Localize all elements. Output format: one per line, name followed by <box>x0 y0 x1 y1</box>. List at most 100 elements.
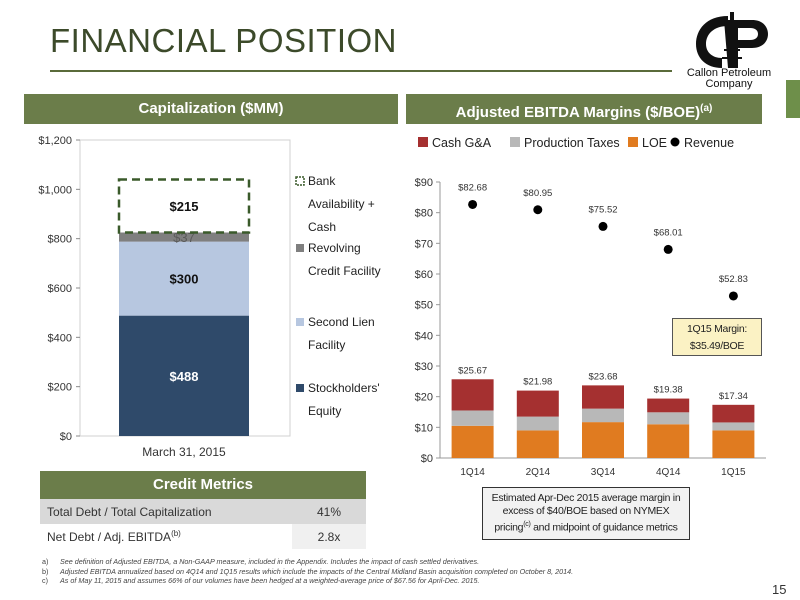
y-tick-label: $800 <box>48 234 72 246</box>
legend-label: Credit Facility <box>308 264 381 278</box>
legend-label: Bank <box>308 174 336 188</box>
y-tick-label: $60 <box>415 269 433 281</box>
credit-row-sup: (b) <box>171 529 181 538</box>
y-tick-label: $400 <box>48 332 72 344</box>
legend-label: Facility <box>308 338 345 352</box>
bar-segment <box>712 404 755 423</box>
bar-segment <box>516 390 559 417</box>
bar-segment <box>516 430 559 458</box>
bar-segment <box>119 232 249 242</box>
callon-logo <box>696 12 768 68</box>
legend-label: Equity <box>308 404 341 418</box>
cost-data-label: $21.98 <box>523 377 552 388</box>
footnote-letter: a) <box>42 557 49 566</box>
accent-bar <box>786 80 800 118</box>
revenue-point <box>663 244 673 254</box>
legend-swatch <box>296 244 304 252</box>
revenue-point <box>468 199 478 209</box>
bar-segment <box>119 241 249 316</box>
x-tick-label: March 31, 2015 <box>142 445 226 459</box>
footnote-text: As of May 11, 2015 and assumes 66% of ou… <box>60 576 480 585</box>
table-row: Total Debt / Total Capitalization 41% <box>40 499 366 524</box>
legend-label: Availability + <box>308 197 375 211</box>
margin-callout-line-2: $35.49/BOE <box>689 340 745 352</box>
legend-label: Second Lien <box>308 315 375 329</box>
capitalization-header-text: Capitalization ($MM) <box>138 100 284 117</box>
credit-metrics-table: Total Debt / Total Capitalization 41% Ne… <box>40 499 366 549</box>
bar-segment <box>451 425 494 458</box>
estimate-line-2: excess of $40/BOE based on NYMEX <box>502 505 670 517</box>
y-tick-label: $90 <box>415 177 433 189</box>
x-tick-label: 3Q14 <box>591 467 616 478</box>
bar-segment <box>582 422 624 458</box>
x-tick-label: 1Q14 <box>460 467 485 478</box>
page-number: 15 <box>772 582 787 597</box>
revenue-data-label: $82.68 <box>458 182 487 193</box>
legend-swatch <box>510 137 520 147</box>
bar-segment <box>451 379 494 411</box>
cost-data-label: $23.68 <box>588 371 617 382</box>
footnotes: a) See definition of Adjusted EBITDA, a N… <box>42 557 772 586</box>
y-tick-label: $80 <box>415 208 433 220</box>
legend-swatch <box>628 137 638 147</box>
legend-label: Cash <box>308 220 336 234</box>
y-tick-label: $0 <box>421 453 433 465</box>
footnote: c) As of May 11, 2015 and assumes 66% of … <box>42 576 772 586</box>
bar-segment <box>712 430 755 458</box>
y-tick-label: $50 <box>415 300 433 312</box>
bar-segment <box>582 385 624 409</box>
revenue-data-label: $52.83 <box>719 274 748 285</box>
estimate-line-3a: pricing <box>494 521 524 534</box>
bar-data-label: $215 <box>170 199 199 214</box>
estimate-line-3: pricing(c) and midpoint of guidance metr… <box>483 518 689 535</box>
bar-data-label: $37 <box>173 230 195 245</box>
credit-row-label: Total Debt / Total Capitalization <box>40 499 292 524</box>
revenue-point <box>728 291 738 301</box>
credit-row-label: Net Debt / Adj. EBITDA(b) <box>40 524 292 549</box>
legend-label: Cash G&A <box>432 136 492 150</box>
x-tick-label: 2Q14 <box>526 467 551 478</box>
legend-swatch <box>295 176 305 186</box>
bar-data-label: $488 <box>170 369 199 384</box>
bar-segment <box>647 412 690 425</box>
credit-row-label-text: Total Debt / Total Capitalization <box>47 505 212 519</box>
legend-swatch <box>296 318 304 326</box>
bar-segment <box>647 398 690 413</box>
footnote-letter: b) <box>42 566 49 576</box>
cost-data-label: $17.34 <box>719 391 748 402</box>
footnote-text: Adjusted EBITDA annualized based on 4Q14… <box>60 566 574 576</box>
margin-callout: 1Q15 Margin: $35.49/BOE <box>672 318 762 356</box>
y-tick-label: $1,000 <box>38 184 72 196</box>
estimate-callout: Estimated Apr-Dec 2015 average margin in… <box>482 487 690 540</box>
bar-data-label: $300 <box>170 272 199 287</box>
revenue-data-label: $68.01 <box>654 227 683 238</box>
credit-metrics-header: Credit Metrics <box>40 471 366 499</box>
cost-data-label: $25.67 <box>458 365 487 376</box>
estimate-line-1: Estimated Apr-Dec 2015 average margin in <box>491 492 681 504</box>
credit-row-value: 41% <box>292 499 366 524</box>
footnote-letter: c) <box>42 576 48 585</box>
y-tick-label: $30 <box>415 361 433 373</box>
footnote-text: See definition of Adjusted EBITDA, a Non… <box>60 557 480 566</box>
credit-row-value: 2.8x <box>292 524 366 549</box>
bar-segment <box>647 424 690 458</box>
capitalization-chart: $0 $200 $400 $600 $800 $1,000 $1,200 $488 $300 $3… <box>38 135 381 459</box>
revenue-data-label: $75.52 <box>588 204 617 215</box>
y-tick-label: $40 <box>415 330 433 342</box>
y-tick-label: $1,200 <box>38 135 72 147</box>
y-tick-label: $0 <box>60 431 72 443</box>
capitalization-header: Capitalization ($MM) <box>24 94 398 124</box>
logo-line-2: Company <box>705 78 753 90</box>
credit-row-label-text: Net Debt / Adj. EBITDA <box>47 530 172 544</box>
bar-segment <box>712 422 755 431</box>
cost-data-label: $19.38 <box>654 385 683 396</box>
legend-label: Production Taxes <box>524 136 620 150</box>
legend-swatch <box>296 384 304 392</box>
bar-segment <box>451 410 494 426</box>
revenue-point <box>598 221 608 231</box>
y-tick-label: $10 <box>415 422 433 434</box>
page-title: FINANCIAL POSITION <box>50 22 397 59</box>
ebitda-header-text: Adjusted EBITDA Margins ($/BOE) <box>455 104 701 121</box>
footnote: a) See definition of Adjusted EBITDA, a N… <box>42 557 772 567</box>
y-tick-label: $70 <box>415 238 433 250</box>
